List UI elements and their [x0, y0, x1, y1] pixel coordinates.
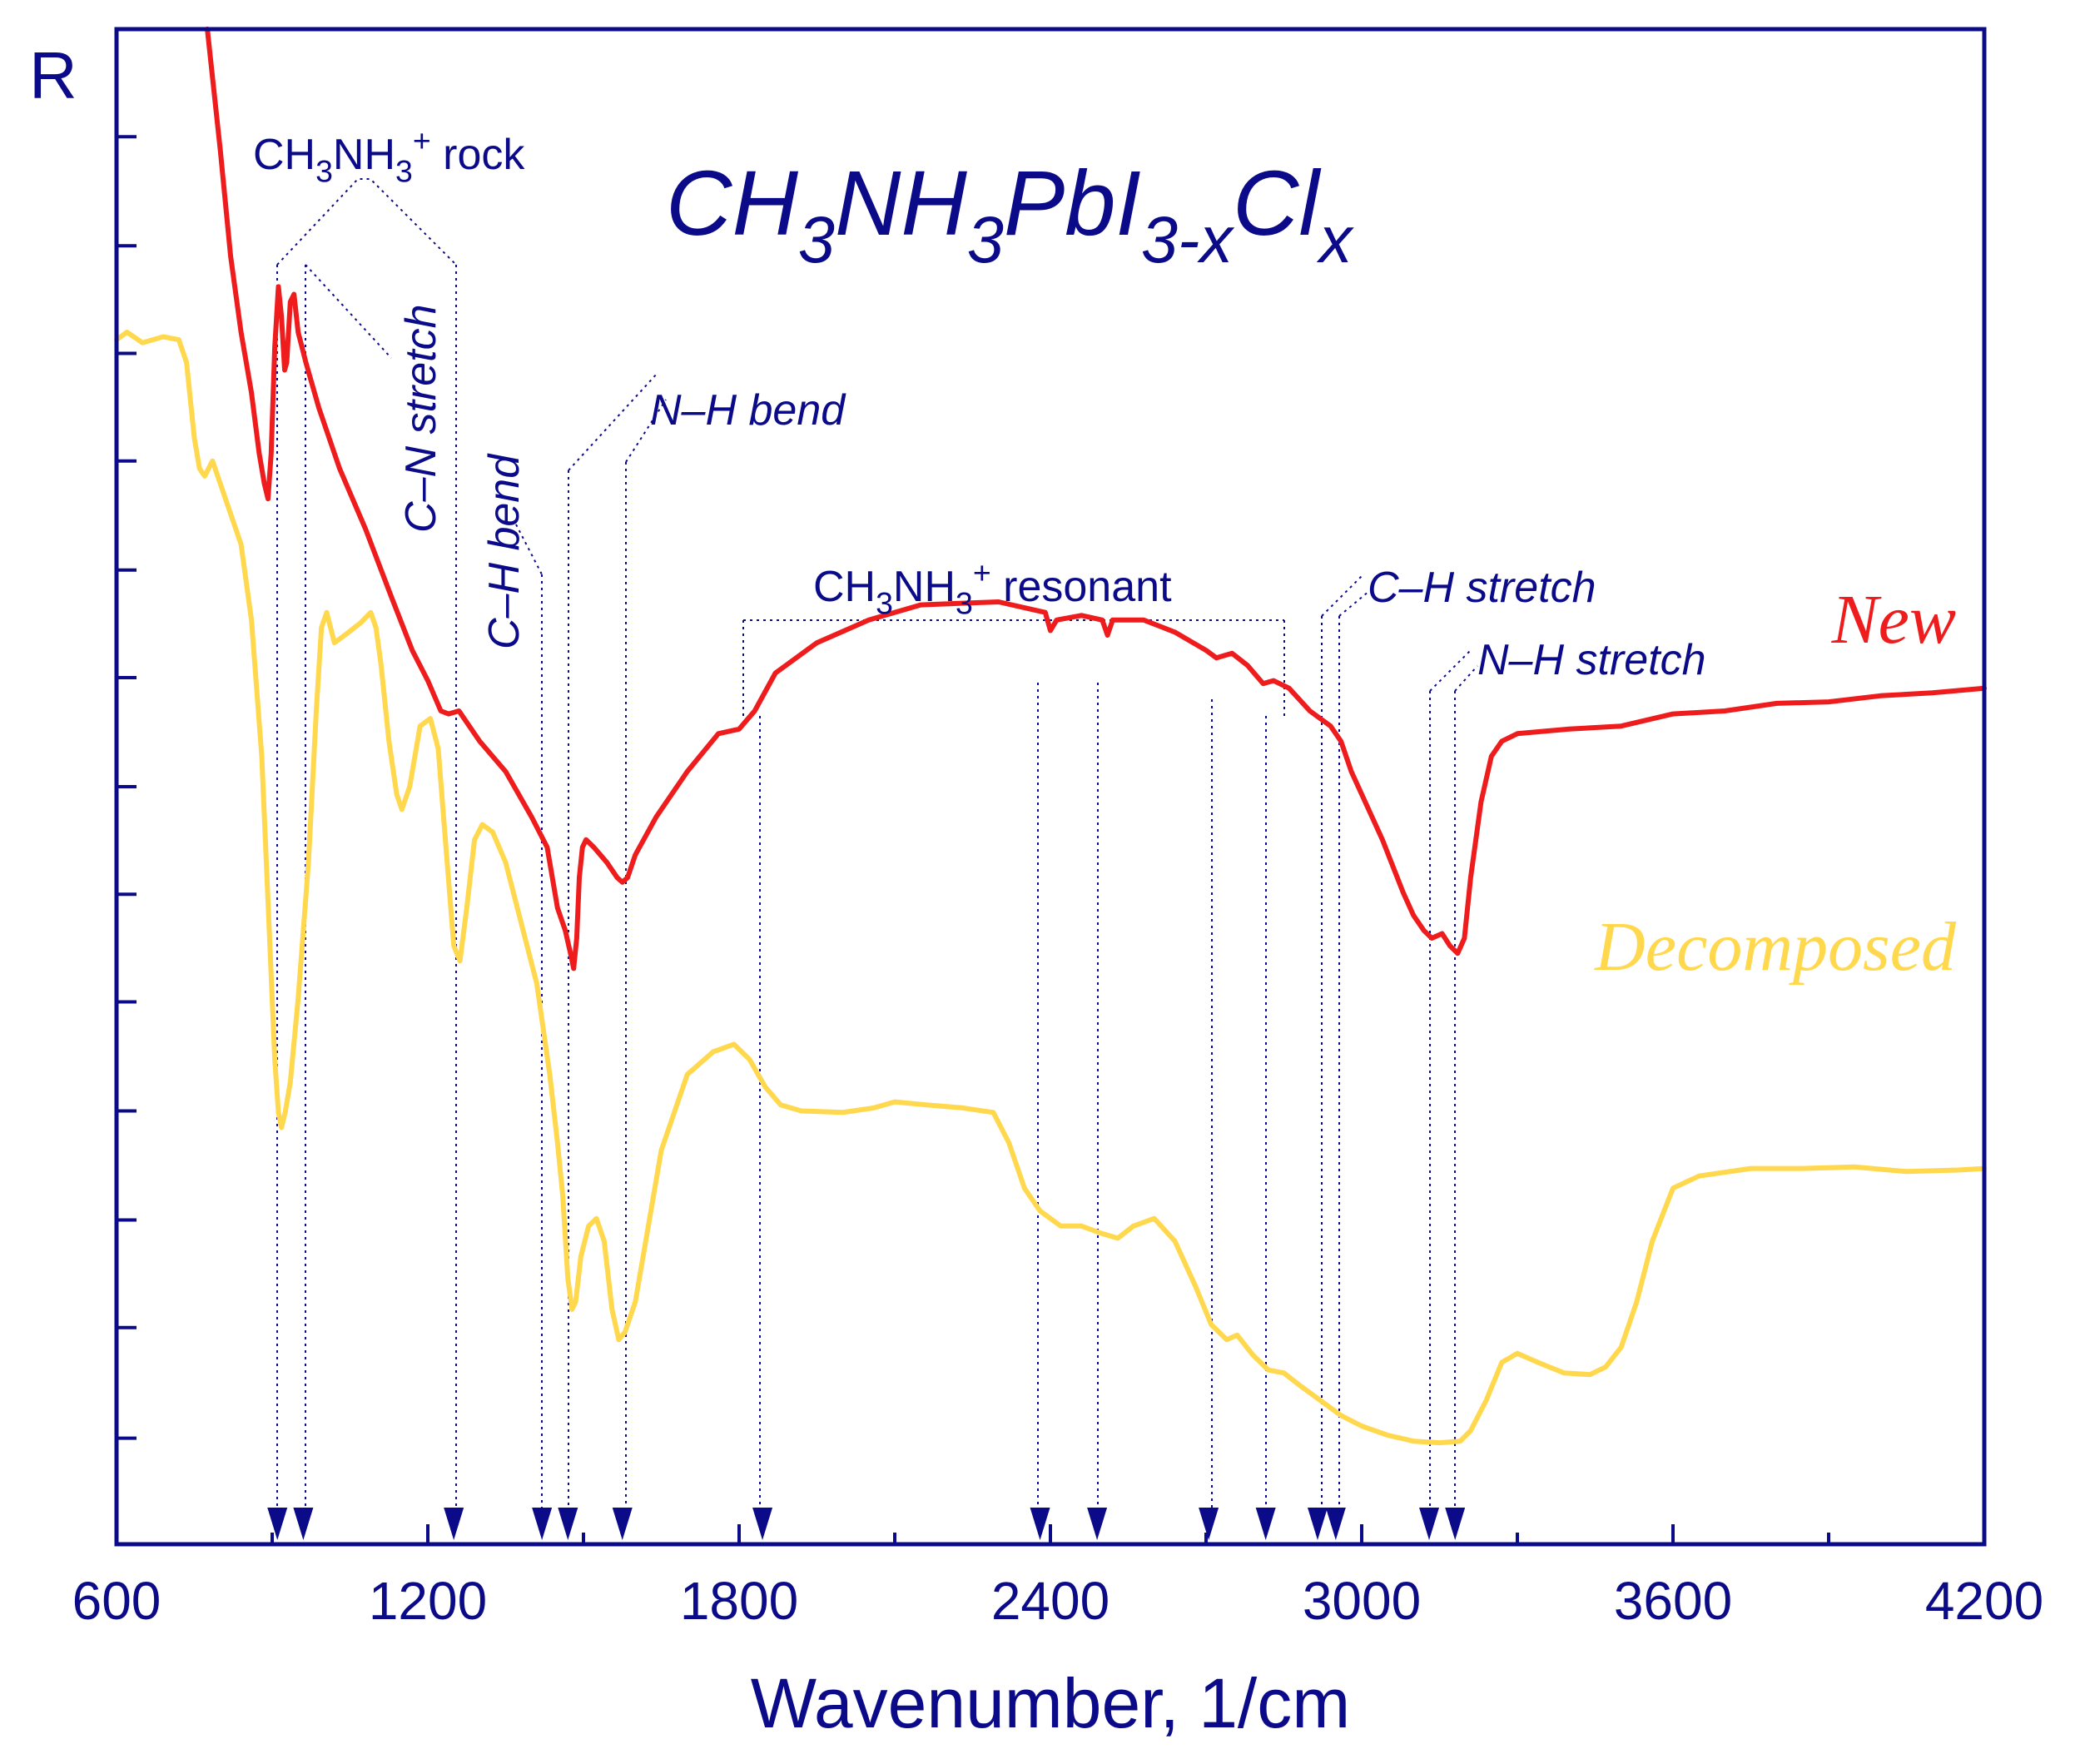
annotation-ch-stretch: C–H stretch: [1368, 564, 1596, 612]
annotation-ch-stretch-part: C–H stretch: [1368, 564, 1596, 612]
peak-marker: [1308, 1508, 1328, 1540]
peak-marker: [1325, 1508, 1346, 1540]
x-axis-label: Wavenumber, 1/cm: [751, 1664, 1350, 1742]
y-axis-label: R: [29, 38, 77, 112]
axes-layer: [114, 27, 1987, 1547]
annotation-nh-bend: N–H bend: [650, 386, 846, 435]
legend-decomposed: Decomposed: [1594, 908, 1957, 986]
annotation-ch3nh3-resonant-part: NH: [893, 563, 956, 611]
series-line-new: [205, 27, 1987, 971]
annotation-ch3nh3-rock-part: 3: [395, 154, 413, 189]
guide-line: [625, 399, 667, 463]
chart-title-part: CH: [666, 152, 798, 255]
peak-marker: [1419, 1508, 1440, 1540]
x-tick-label: 2400: [991, 1571, 1110, 1631]
legend-new: New: [1831, 581, 1956, 658]
guide-line: [305, 264, 392, 359]
guide-line: [1321, 574, 1364, 617]
annotation-cn-stretch: C–N stretch: [397, 304, 445, 533]
chart-title-part: NH: [835, 152, 967, 255]
chart-title-part: x: [1316, 202, 1354, 276]
annotation-ch3nh3-resonant: CH3NH3+ resonant: [813, 555, 1172, 620]
annotation-ch3nh3-rock-part: 3: [315, 154, 333, 189]
chart-title-part: Cl: [1233, 152, 1321, 255]
x-tick-label: 1200: [369, 1571, 487, 1631]
annotation-ch-bend-part: C–H bend: [480, 453, 529, 649]
x-tick-label: 4200: [1925, 1571, 2043, 1631]
peak-marker: [1199, 1508, 1219, 1540]
annotation-ch3nh3-rock: CH3NH3+ rock: [253, 123, 525, 188]
annotation-nh-stretch-part: N–H stretch: [1477, 636, 1706, 684]
peak-marker: [612, 1508, 633, 1540]
annotation-ch3nh3-rock-part: +: [413, 123, 431, 158]
x-tick-label: 1800: [680, 1571, 798, 1631]
annotation-nh-stretch: N–H stretch: [1477, 636, 1706, 684]
annotation-ch3nh3-resonant-part: +: [973, 555, 991, 590]
x-tick-label: 600: [72, 1571, 161, 1631]
text-layer: 600 1200 1800 2400 3000 3600 4200 Wavenumber, 1…: [29, 38, 2043, 1742]
markers-layer: [267, 1508, 1466, 1540]
guide-line: [515, 524, 543, 575]
chart-title-part: 3: [967, 202, 1004, 276]
peak-marker: [558, 1508, 578, 1540]
guide-line: [1429, 648, 1472, 692]
series-layer: [114, 27, 1987, 1446]
guide-lines-layer: [276, 178, 1478, 1520]
guide-line: [1338, 590, 1370, 617]
chart-title: CH3NH3PbI3-xClx: [666, 152, 1354, 276]
guide-line: [1454, 665, 1478, 692]
annotation-ch3nh3-resonant-part: 3: [956, 586, 973, 621]
peak-marker: [293, 1508, 314, 1540]
annotation-ch3nh3-resonant-part: 3: [876, 586, 893, 621]
peak-marker: [532, 1508, 553, 1540]
series-line-decomposed: [114, 330, 1987, 1446]
guide-line: [568, 372, 658, 471]
chart-title-part: PbI: [1004, 152, 1141, 255]
annotation-ch3nh3-rock-part: NH: [333, 131, 395, 179]
peak-marker: [752, 1508, 773, 1540]
peak-marker: [1445, 1508, 1466, 1540]
annotation-ch3nh3-resonant-part: CH: [813, 563, 876, 611]
chart-title-part: 3: [798, 202, 835, 276]
annotation-ch3nh3-rock-part: rock: [431, 131, 526, 179]
annotation-ch3nh3-rock-part: CH: [253, 131, 315, 179]
annotation-cn-stretch-part: C–N stretch: [397, 304, 445, 533]
peak-marker: [1255, 1508, 1276, 1540]
annotation-nh-bend-part: N–H bend: [650, 386, 846, 435]
chart-title-part: 3-x: [1141, 202, 1234, 276]
annotation-ch-bend: C–H bend: [480, 453, 529, 649]
annotation-ch3nh3-resonant-part: resonant: [991, 563, 1172, 611]
peak-marker: [1030, 1508, 1050, 1540]
peak-marker: [1087, 1508, 1108, 1540]
guide-line: [276, 178, 457, 266]
peak-marker: [267, 1508, 288, 1540]
x-tick-label: 3000: [1303, 1571, 1421, 1631]
x-tick-label: 3600: [1614, 1571, 1732, 1631]
peak-marker: [444, 1508, 464, 1540]
